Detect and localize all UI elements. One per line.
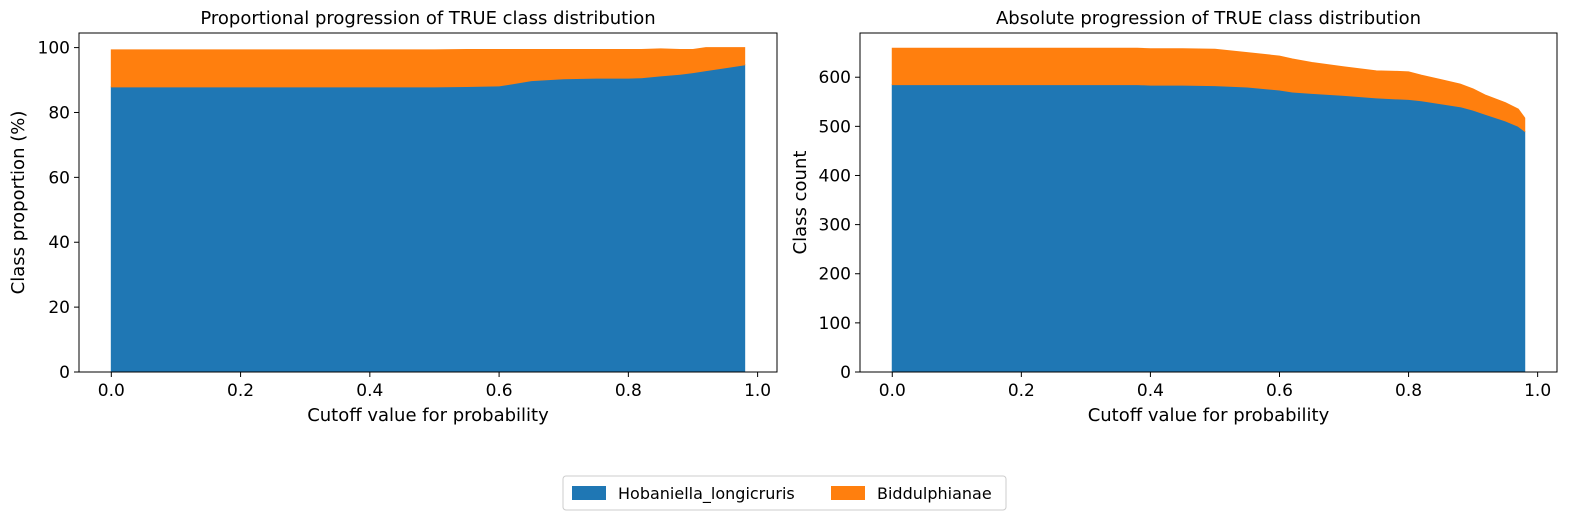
x-tick-label: 0.0: [98, 381, 125, 401]
area-hobaniella-longicruris: [110, 64, 746, 373]
legend-frame: [562, 475, 1007, 511]
plot-frame: [859, 32, 1558, 373]
x-tick-label: 0.2: [1008, 381, 1035, 401]
x-tick-label: 0.8: [1395, 381, 1422, 401]
x-tick-label: 0.2: [227, 381, 254, 401]
legend-label: Hobaniella_longicruris: [618, 484, 795, 504]
x-tick-label: 0.4: [356, 381, 383, 401]
y-tick-label: 100: [38, 39, 70, 59]
area-hobaniella-longicruris: [891, 84, 1526, 373]
y-axis-label: Class proportion (%): [8, 111, 29, 295]
y-tick-label: 60: [48, 168, 70, 188]
x-axis-label: Cutoff value for probability: [1088, 405, 1330, 426]
y-tick-label: 300: [819, 216, 851, 236]
y-tick-label: 0: [59, 363, 70, 383]
y-tick-label: 500: [819, 117, 851, 137]
x-tick-label: 1.0: [744, 381, 771, 401]
x-tick-label: 0.8: [615, 381, 642, 401]
area-biddulphianae: [891, 47, 1526, 133]
legend-swatch: [572, 486, 606, 500]
plot-frame: [78, 32, 778, 373]
y-tick-label: 40: [48, 233, 70, 253]
x-tick-label: 0.6: [1266, 381, 1293, 401]
x-tick-label: 0.6: [486, 381, 513, 401]
x-axis-label: Cutoff value for probability: [307, 405, 549, 426]
y-tick-label: 400: [819, 166, 851, 186]
x-tick-label: 0.0: [879, 381, 906, 401]
proportional-chart: 0.0 0.2 0.4 0.6 0.8 1.0 0 20 40 60 80 100 Proportion…: [8, 8, 778, 426]
absolute-chart: 0.0 0.2 0.4 0.6 0.8 1.0 0 100 200 300 400 500 600 Abs…: [790, 8, 1558, 426]
chart-title: Proportional progression of TRUE class d…: [200, 8, 655, 29]
y-tick-label: 20: [48, 298, 70, 318]
y-axis-label: Class count: [790, 151, 811, 255]
chart-title: Absolute progression of TRUE class distr…: [996, 8, 1421, 29]
y-tick-label: 100: [819, 314, 851, 334]
x-tick-label: 0.4: [1137, 381, 1164, 401]
legend-label: Biddulphianae: [877, 484, 992, 503]
y-tick-label: 600: [819, 68, 851, 88]
legend: Hobaniella_longicruris Biddulphianae: [562, 475, 1007, 511]
y-tick-label: 200: [819, 265, 851, 285]
y-tick-label: 0: [840, 363, 851, 383]
legend-swatch: [831, 486, 865, 500]
x-tick-label: 1.0: [1524, 381, 1551, 401]
area-biddulphianae: [110, 47, 746, 88]
y-tick-label: 80: [48, 103, 70, 123]
